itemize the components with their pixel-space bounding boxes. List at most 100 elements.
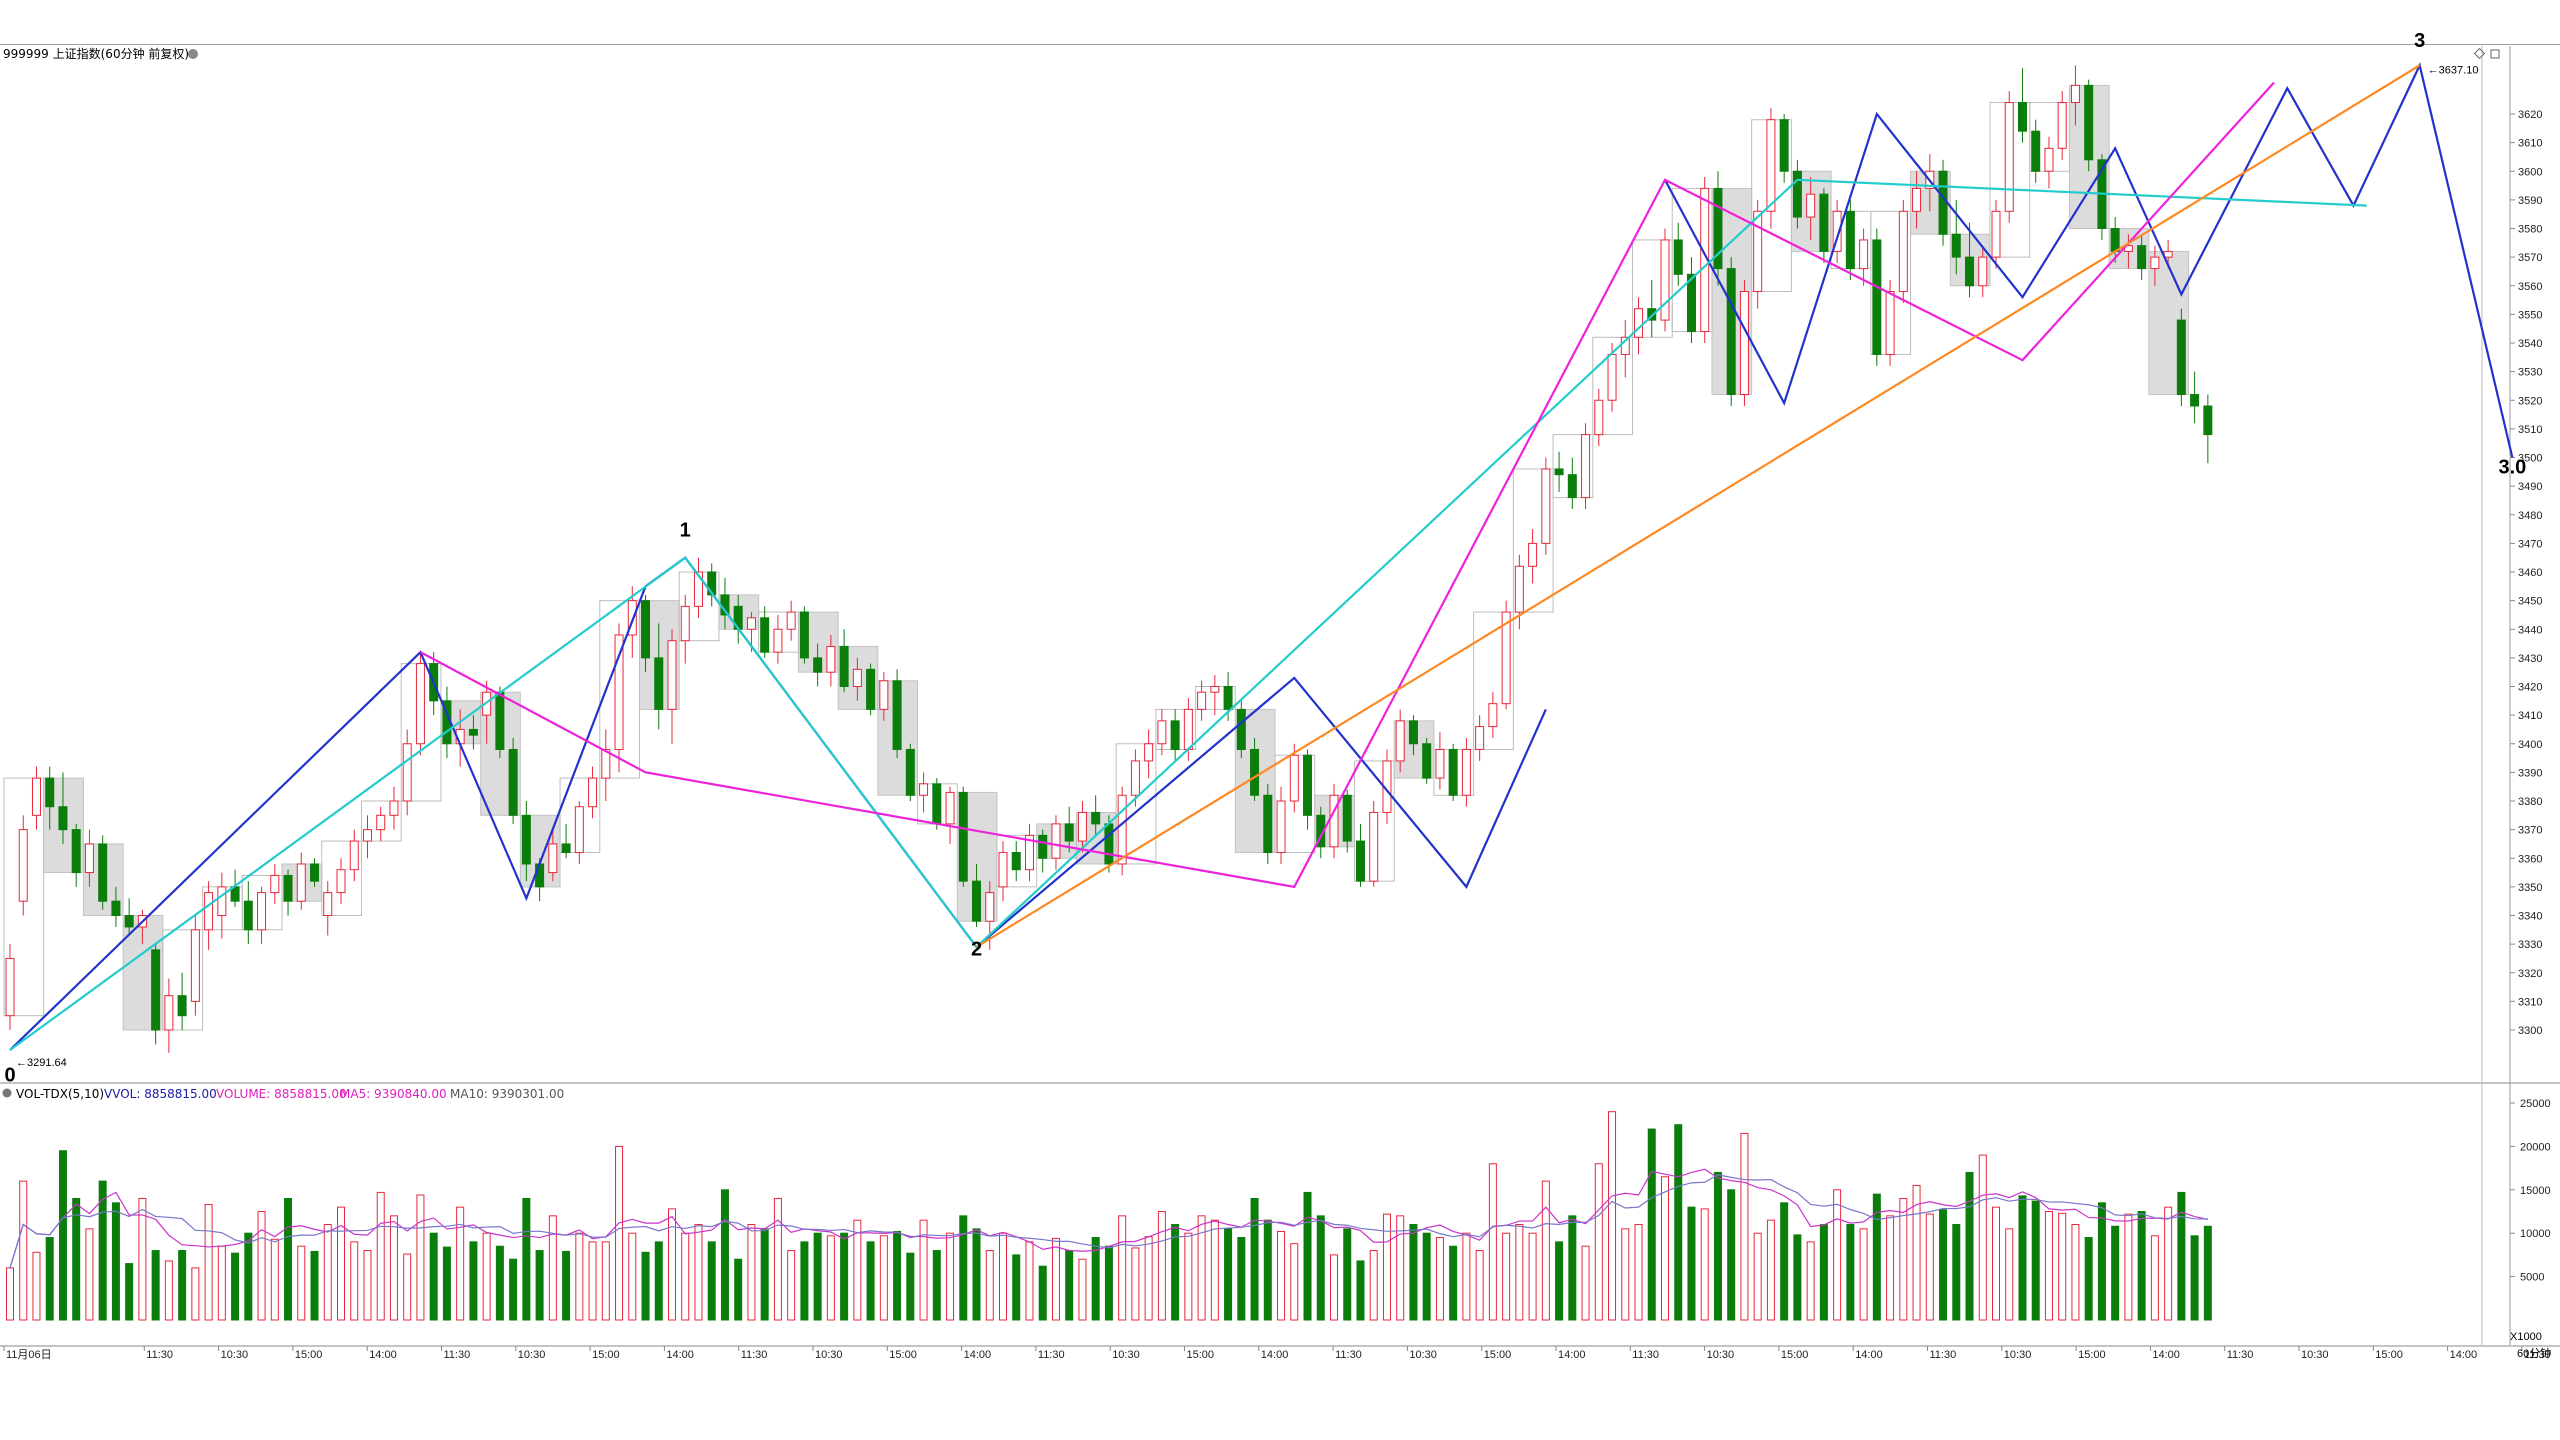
wave-label: 0 <box>4 1065 15 1087</box>
volume-bar <box>6 1267 14 1321</box>
volume-bar <box>1674 1124 1683 1321</box>
volume-bar <box>1621 1228 1630 1321</box>
volume-bar <box>337 1206 345 1321</box>
volume-bar <box>1316 1215 1325 1321</box>
volume-bar <box>1224 1228 1233 1321</box>
volume-bar <box>231 1252 240 1321</box>
candle-body <box>985 892 995 922</box>
candle-body <box>1170 720 1180 750</box>
candle-body <box>1091 811 1101 825</box>
volume-bar <box>1978 1154 1987 1321</box>
candle-body <box>1686 273 1696 333</box>
candle-body <box>905 748 915 796</box>
candle-body <box>1117 794 1127 865</box>
volume-bar <box>72 1197 81 1321</box>
candle-body <box>323 892 333 916</box>
candle-body <box>1461 748 1471 796</box>
volume-bar <box>2005 1228 2014 1321</box>
volume-bar <box>244 1232 253 1321</box>
candle-body <box>1991 210 2001 258</box>
volume-bar <box>310 1250 319 1321</box>
candle-body <box>2004 102 2014 212</box>
candle-body <box>919 783 929 796</box>
range-box <box>996 834 1038 888</box>
candle-body <box>164 995 174 1031</box>
candle-body <box>177 995 187 1017</box>
candle-body <box>1554 468 1564 476</box>
time-tick-label: 11:30 <box>1038 1349 1065 1361</box>
vol-tick-label: 10000 <box>2520 1228 2551 1240</box>
time-tick-label: 14:00 <box>369 1349 397 1361</box>
candle-body <box>1263 794 1273 854</box>
volume-bar <box>1780 1202 1789 1321</box>
candle-body <box>1051 823 1061 859</box>
candle-body <box>151 949 161 1031</box>
volume-bar <box>654 1241 663 1321</box>
volume-bar <box>1025 1241 1034 1321</box>
volume-bar <box>350 1241 359 1321</box>
volume-bar <box>1263 1219 1272 1321</box>
volume-bar <box>641 1251 650 1321</box>
candle-body <box>1938 170 1948 235</box>
candle-body <box>1872 239 1882 355</box>
volume-bar <box>893 1230 902 1321</box>
price-tick-label: 3390 <box>2518 767 2542 779</box>
range-box <box>162 929 204 1031</box>
candle-body <box>2070 84 2080 104</box>
candle-body <box>1673 239 1683 275</box>
volume-bar <box>813 1232 822 1321</box>
volume-bar <box>257 1211 266 1321</box>
volume-bar <box>628 1232 637 1321</box>
volume-bar <box>2084 1237 2093 1321</box>
candle-body <box>84 843 94 874</box>
time-tick-label: 11:30 <box>2524 1349 2551 1361</box>
candle-body <box>1779 119 1789 172</box>
volume-bar <box>191 1267 200 1321</box>
volume-bar <box>1065 1250 1074 1321</box>
volume-bar <box>2058 1212 2067 1321</box>
volume-bar <box>734 1258 743 1321</box>
candle-body <box>1223 686 1233 710</box>
candle-body <box>1355 840 1365 882</box>
candle-body <box>627 600 637 636</box>
volume-bar <box>1422 1232 1431 1321</box>
volume-axis-ticks: 5000 10000 15000 20000 25000 <box>2510 1098 2551 1284</box>
diamond-icon[interactable] <box>2473 47 2486 60</box>
candlesticks <box>5 65 2213 1053</box>
time-tick-label: 11:30 <box>1335 1349 1362 1361</box>
candle-body <box>1567 474 1577 499</box>
volume-bar <box>2044 1211 2053 1321</box>
candle-body <box>1912 187 1922 212</box>
candle-body <box>415 663 425 745</box>
volume-bar <box>1965 1171 1974 1321</box>
volume-bar <box>58 1150 67 1321</box>
period-label: 60分钟 <box>2517 1346 2551 1360</box>
volume-value: VOLUME: 8858815.00 <box>216 1087 347 1101</box>
volume-bar <box>1806 1241 1815 1321</box>
price-tick-label: 3320 <box>2518 968 2542 980</box>
candle-body <box>760 617 770 653</box>
square-icon[interactable] <box>2490 49 2500 59</box>
settings-icon[interactable] <box>188 49 198 59</box>
volume-bar <box>482 1232 491 1321</box>
volume-bar <box>548 1215 557 1321</box>
candle-body <box>2084 84 2094 161</box>
indicator-settings-icon[interactable] <box>2 1088 12 1098</box>
candle-body <box>1951 233 1961 258</box>
price-tick-label: 3450 <box>2518 596 2542 608</box>
time-tick-label: 14:00 <box>666 1349 694 1361</box>
volume-bar <box>1886 1215 1895 1321</box>
time-tick-label: 11:30 <box>1632 1349 1659 1361</box>
volume-bar <box>1290 1243 1299 1321</box>
time-tick-label: 11:30 <box>444 1349 471 1361</box>
volume-bar <box>1091 1237 1100 1321</box>
price-tick-label: 3520 <box>2518 395 2542 407</box>
candle-body <box>1660 239 1670 321</box>
volume-bar <box>1104 1245 1113 1321</box>
volume-bar <box>1171 1224 1180 1321</box>
time-tick-label: 14:00 <box>1855 1349 1883 1361</box>
time-tick-label: 15:00 <box>295 1349 323 1361</box>
price-tick-label: 3590 <box>2518 195 2542 207</box>
candle-body <box>680 605 690 642</box>
